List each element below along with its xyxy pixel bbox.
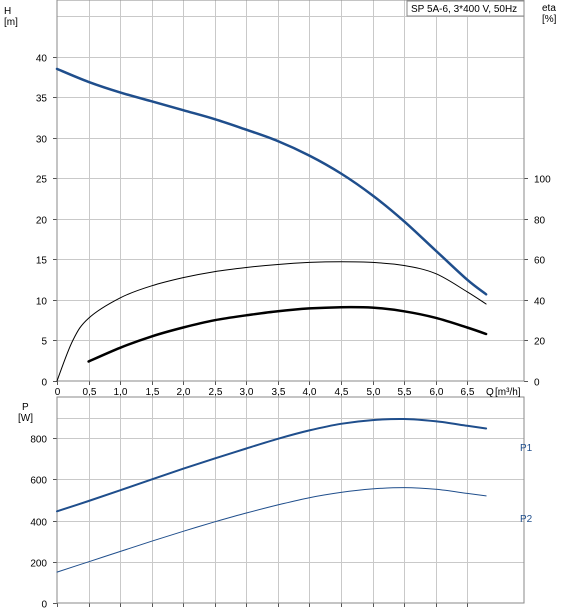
p-tick-label: 800 <box>30 435 47 446</box>
h-tick-label: 20 <box>36 216 48 227</box>
x-tick-label: 3,0 <box>240 387 254 398</box>
p-tick-label: 400 <box>30 518 47 529</box>
h-tick-label: 35 <box>36 94 48 105</box>
x-tick-label: 2,5 <box>209 387 223 398</box>
x-tick-label: 5,5 <box>398 387 412 398</box>
eta-tick-label: 80 <box>534 216 546 227</box>
p1-power-curve <box>56 417 488 513</box>
head-curve <box>55 67 488 296</box>
eta-axis-unit: [%] <box>542 14 557 25</box>
x-tick-label: 0 <box>55 387 61 398</box>
x-tick-label: 2,0 <box>177 387 191 398</box>
h-axis-unit: [m] <box>4 17 18 28</box>
x-tick-label: 0,5 <box>83 387 97 398</box>
p2-power-curve <box>56 487 487 573</box>
p1-series-label: P1 <box>520 443 533 454</box>
x-tick-label: 6,0 <box>430 387 444 398</box>
eta-axis-label: eta <box>542 3 556 14</box>
x-tick-label: 6,5 <box>461 387 475 398</box>
q-axis-unit: [m³/h] <box>495 387 521 398</box>
x-tick-label: 1,0 <box>114 387 128 398</box>
p-tick-label: 0 <box>41 600 47 611</box>
x-tick-label: 4,0 <box>303 387 317 398</box>
h-tick-label: 15 <box>36 256 48 267</box>
top-chart-frame <box>56 0 525 382</box>
h-tick-label: 0 <box>41 378 47 389</box>
bottom-chart-grid <box>53 397 524 607</box>
p-axis-unit: [W] <box>18 413 33 424</box>
h-tick-label: 25 <box>36 175 48 186</box>
pump-label: SP 5A-6, 3*400 V, 50Hz <box>411 4 517 15</box>
top-chart-grid <box>53 0 528 385</box>
h-tick-label: 10 <box>36 297 48 308</box>
curves <box>55 67 488 573</box>
eta-tick-label: 40 <box>534 297 546 308</box>
p-tick-label: 200 <box>30 559 47 570</box>
q-axis-label: Q <box>486 387 494 398</box>
eta-tick-label: 60 <box>534 256 546 267</box>
efficiency-curve <box>56 261 487 382</box>
h-tick-label: 30 <box>36 135 48 146</box>
eta-tick-label: 100 <box>534 175 551 186</box>
pump-label-box <box>406 0 525 17</box>
p2-series-label: P2 <box>520 514 533 525</box>
p-tick-label: 600 <box>30 476 47 487</box>
x-tick-label: 5,0 <box>367 387 381 398</box>
head-efficiency-curve <box>87 305 488 363</box>
x-tick-label: 3,5 <box>272 387 286 398</box>
eta-tick-label: 0 <box>534 378 540 389</box>
bottom-chart-frame <box>56 396 525 604</box>
h-tick-label: 40 <box>36 54 48 65</box>
tick-labels: 0 0,5 1,0 1,5 2,0 2,5 3,0 3,5 4,0 4,5 5,0 5,5 6,0 6,5… <box>30 54 551 611</box>
x-tick-label: 1,5 <box>146 387 160 398</box>
h-axis-label: H <box>4 6 11 17</box>
eta-tick-label: 20 <box>534 337 546 348</box>
x-tick-label: 4,5 <box>335 387 349 398</box>
h-tick-label: 5 <box>41 337 47 348</box>
p-axis-label: P <box>22 402 29 413</box>
